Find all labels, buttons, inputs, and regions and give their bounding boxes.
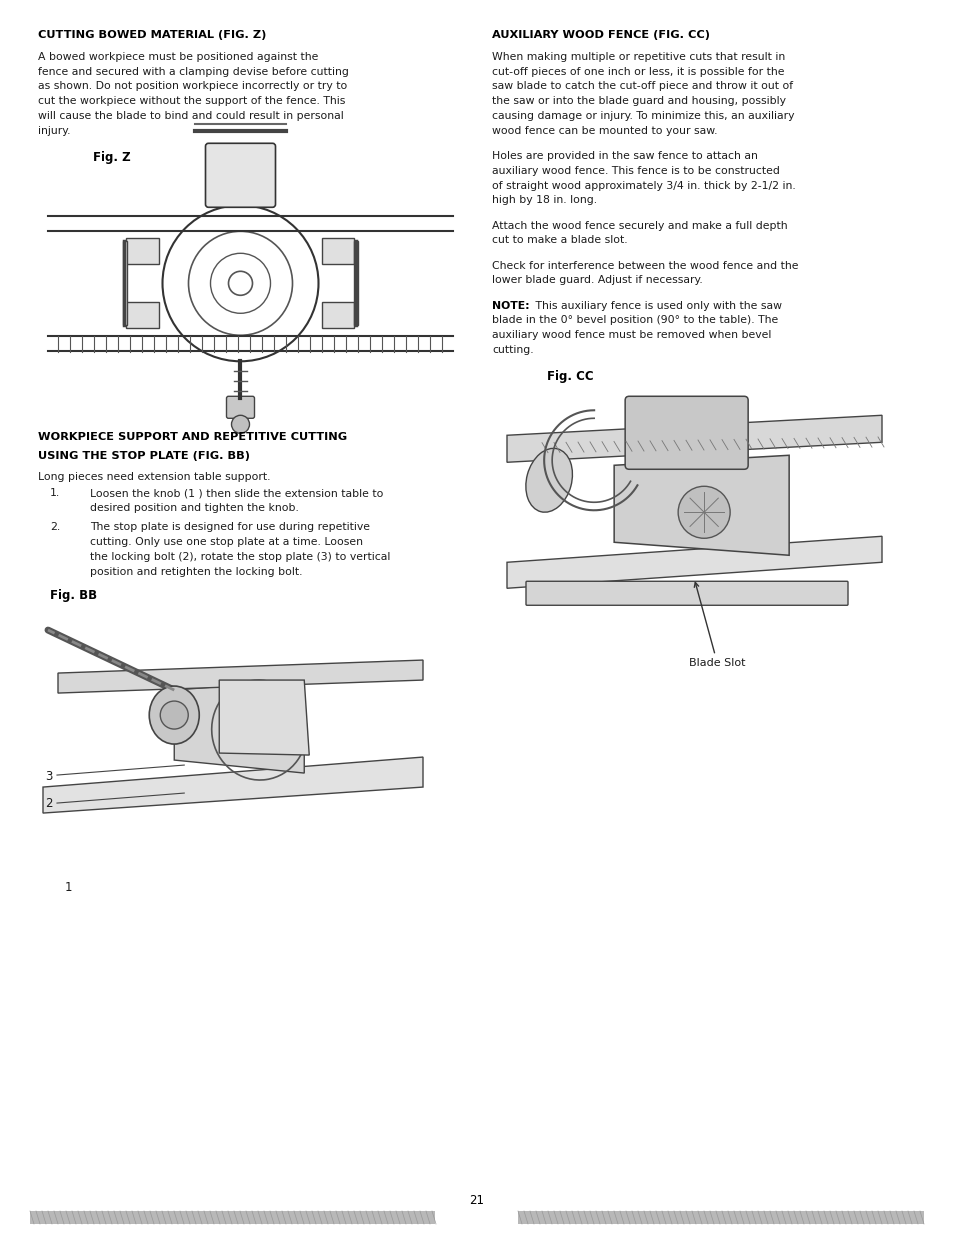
Text: When making multiple or repetitive cuts that result in: When making multiple or repetitive cuts … [492, 52, 784, 62]
Text: auxiliary wood fence must be removed when bevel: auxiliary wood fence must be removed whe… [492, 331, 771, 341]
Text: cutting.: cutting. [492, 346, 533, 355]
Text: This auxiliary fence is used only with the saw: This auxiliary fence is used only with t… [532, 301, 781, 311]
Polygon shape [58, 660, 422, 694]
Text: cut the workpiece without the support of the fence. This: cut the workpiece without the support of… [38, 96, 345, 106]
Text: fence and secured with a clamping devise before cutting: fence and secured with a clamping devise… [38, 67, 349, 77]
Text: Attach the wood fence securely and make a full depth: Attach the wood fence securely and make … [492, 221, 787, 231]
Polygon shape [43, 758, 422, 813]
Text: lower blade guard. Adjust if necessary.: lower blade guard. Adjust if necessary. [492, 275, 702, 285]
Text: auxiliary wood fence. This fence is to be constructed: auxiliary wood fence. This fence is to b… [492, 165, 779, 175]
Circle shape [232, 416, 250, 433]
Text: Fig. CC: Fig. CC [546, 370, 593, 383]
Text: USING THE STOP PLATE (FIG. BB): USING THE STOP PLATE (FIG. BB) [38, 452, 250, 462]
Text: NOTE:: NOTE: [492, 301, 529, 311]
Ellipse shape [149, 686, 199, 744]
FancyBboxPatch shape [624, 396, 747, 469]
Text: desired position and tighten the knob.: desired position and tighten the knob. [90, 503, 298, 513]
Text: Check for interference between the wood fence and the: Check for interference between the wood … [492, 260, 798, 270]
Text: 21: 21 [469, 1195, 484, 1207]
Text: Blade Slot: Blade Slot [688, 582, 745, 669]
Text: high by 18 in. long.: high by 18 in. long. [492, 195, 597, 205]
Circle shape [160, 701, 188, 729]
Polygon shape [506, 416, 882, 463]
Ellipse shape [525, 448, 572, 512]
Text: AUXILIARY WOOD FENCE (FIG. CC): AUXILIARY WOOD FENCE (FIG. CC) [492, 30, 709, 39]
Text: the locking bolt (2), rotate the stop plate (3) to vertical: the locking bolt (2), rotate the stop pl… [90, 552, 390, 561]
Circle shape [678, 486, 729, 538]
Text: Fig. Z: Fig. Z [92, 151, 131, 164]
Bar [30, 1211, 435, 1224]
FancyBboxPatch shape [525, 581, 847, 605]
Text: cut-off pieces of one inch or less, it is possible for the: cut-off pieces of one inch or less, it i… [492, 67, 783, 77]
Bar [122, 242, 127, 326]
Polygon shape [506, 537, 882, 589]
Bar [127, 238, 158, 264]
Text: cutting. Only use one stop plate at a time. Loosen: cutting. Only use one stop plate at a ti… [90, 537, 363, 547]
Text: cut to make a blade slot.: cut to make a blade slot. [492, 236, 627, 246]
Text: CUTTING BOWED MATERIAL (FIG. Z): CUTTING BOWED MATERIAL (FIG. Z) [38, 30, 266, 39]
Text: Long pieces need extension table support.: Long pieces need extension table support… [38, 473, 271, 482]
Text: 1.: 1. [50, 489, 60, 499]
Text: 2: 2 [45, 797, 52, 810]
Polygon shape [174, 680, 304, 772]
Polygon shape [614, 455, 788, 555]
Text: Holes are provided in the saw fence to attach an: Holes are provided in the saw fence to a… [492, 151, 757, 160]
Text: Fig. BB: Fig. BB [50, 589, 97, 602]
Bar [322, 238, 355, 264]
Text: of straight wood approximately 3/4 in. thick by 2-1/2 in.: of straight wood approximately 3/4 in. t… [492, 180, 795, 190]
Bar [127, 302, 158, 328]
Text: blade in the 0° bevel position (90° to the table). The: blade in the 0° bevel position (90° to t… [492, 316, 778, 326]
Bar [355, 242, 358, 326]
Text: Loosen the knob (1 ) then slide the extension table to: Loosen the knob (1 ) then slide the exte… [90, 489, 383, 499]
Text: A bowed workpiece must be positioned against the: A bowed workpiece must be positioned aga… [38, 52, 318, 62]
Text: position and retighten the locking bolt.: position and retighten the locking bolt. [90, 566, 302, 576]
Text: The stop plate is designed for use during repetitive: The stop plate is designed for use durin… [90, 522, 370, 532]
Text: will cause the blade to bind and could result in personal: will cause the blade to bind and could r… [38, 111, 343, 121]
Text: saw blade to catch the cut-off piece and throw it out of: saw blade to catch the cut-off piece and… [492, 81, 792, 91]
Bar [322, 302, 355, 328]
Text: the saw or into the blade guard and housing, possibly: the saw or into the blade guard and hous… [492, 96, 785, 106]
Text: injury.: injury. [38, 126, 71, 136]
Text: 1: 1 [65, 881, 72, 895]
Text: 3: 3 [45, 770, 52, 784]
Text: causing damage or injury. To minimize this, an auxiliary: causing damage or injury. To minimize th… [492, 111, 794, 121]
Text: 2.: 2. [50, 522, 60, 532]
FancyBboxPatch shape [226, 396, 254, 418]
Polygon shape [219, 680, 309, 755]
Text: wood fence can be mounted to your saw.: wood fence can be mounted to your saw. [492, 126, 717, 136]
Text: as shown. Do not position workpiece incorrectly or try to: as shown. Do not position workpiece inco… [38, 81, 347, 91]
FancyBboxPatch shape [205, 143, 275, 207]
Text: WORKPIECE SUPPORT AND REPETITIVE CUTTING: WORKPIECE SUPPORT AND REPETITIVE CUTTING [38, 432, 347, 442]
Bar [517, 1211, 923, 1224]
